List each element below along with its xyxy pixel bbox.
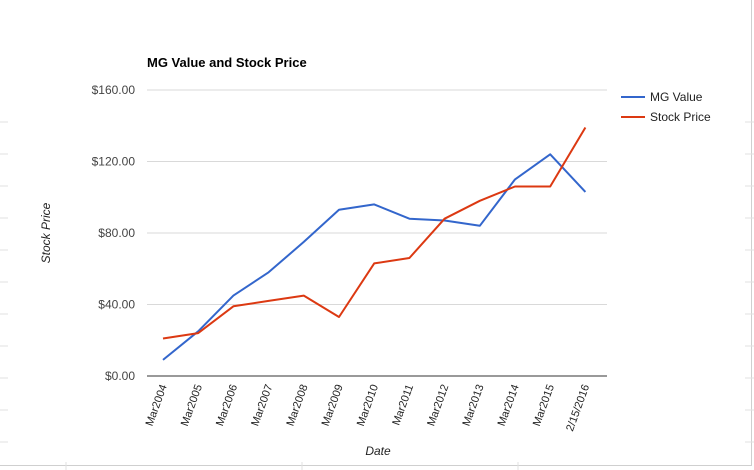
- x-axis-ticks: Mar2004 Mar2005 Mar2006 Mar2007 Mar2008 Mar20…: [144, 383, 593, 433]
- y-axis-title: Stock Price: [39, 202, 53, 263]
- legend: MG Value Stock Price: [621, 90, 711, 124]
- y-tick-label: $40.00: [98, 298, 135, 312]
- y-tick-label: $80.00: [98, 226, 135, 240]
- x-tick-label: Mar2008: [284, 383, 310, 428]
- series-lines: [162, 126, 587, 361]
- y-axis-ticks: $0.00 $40.00 $80.00 $120.00 $160.00: [92, 83, 136, 383]
- y-tick-label: $160.00: [92, 83, 136, 97]
- gridlines: [147, 89, 607, 305]
- x-tick-label: Mar2009: [320, 383, 346, 428]
- x-tick-label: Mar2011: [390, 383, 416, 427]
- x-tick-label: Mar2006: [214, 383, 240, 428]
- x-tick-label: Mar2015: [531, 383, 557, 428]
- series-line-stock-price: [162, 126, 587, 340]
- x-tick-label: Mar2004: [144, 383, 170, 428]
- x-tick-label: Mar2007: [249, 383, 275, 428]
- y-tick-label: $120.00: [92, 155, 136, 169]
- x-axis-title: Date: [365, 444, 391, 458]
- y-tick-label: $0.00: [105, 369, 135, 383]
- x-tick-label: Mar2005: [179, 383, 205, 428]
- x-tick-label: Mar2010: [355, 383, 381, 428]
- background-grid: [0, 121, 754, 470]
- x-tick-label: Mar2014: [496, 383, 522, 428]
- x-tick-label: 2/15/2016: [564, 383, 592, 433]
- x-tick-label: Mar2013: [460, 383, 486, 428]
- legend-label-mg-value: MG Value: [650, 90, 703, 104]
- series-line-mg-value: [162, 153, 587, 361]
- legend-label-stock-price: Stock Price: [650, 110, 711, 124]
- x-tick-label: Mar2012: [425, 383, 451, 428]
- chart-title: MG Value and Stock Price: [147, 55, 307, 70]
